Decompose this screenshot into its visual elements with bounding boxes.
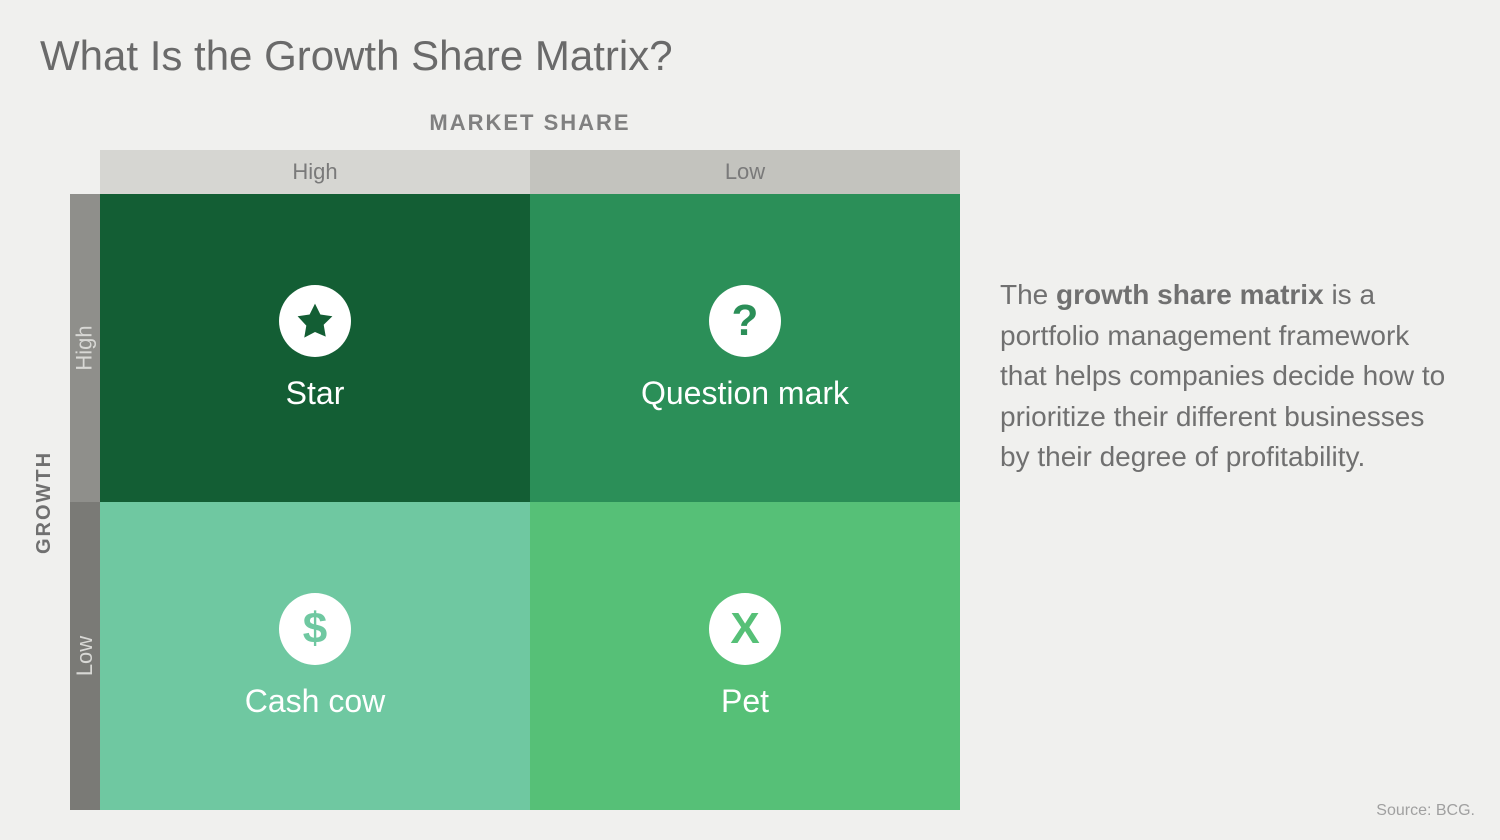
y-axis-header: High Low (70, 194, 100, 810)
y-axis-label-low: Low (70, 502, 100, 810)
growth-share-matrix: MARKET SHARE High Low GROWTH High Low St… (40, 110, 960, 810)
quadrant-star-label: Star (286, 375, 345, 412)
source-attribution: Source: BCG. (1376, 802, 1475, 820)
page-title: What Is the Growth Share Matrix? (40, 32, 673, 80)
x-axis-title: MARKET SHARE (100, 110, 960, 136)
quadrant-pet-label: Pet (721, 683, 769, 720)
quadrant-question-label: Question mark (641, 375, 849, 412)
x-icon: X (709, 593, 781, 665)
quadrant-cashcow: $ Cash cow (100, 502, 530, 810)
y-axis-title: GROWTH (30, 194, 60, 810)
quadrant-cashcow-label: Cash cow (245, 683, 386, 720)
question-icon: ? (709, 285, 781, 357)
matrix-grid: Star ? Question mark $ Cash cow X Pet (100, 194, 960, 810)
y-axis-label-high: High (70, 194, 100, 502)
description-text: The growth share matrix is a portfolio m… (1000, 275, 1460, 478)
dollar-icon: $ (279, 593, 351, 665)
quadrant-pet: X Pet (530, 502, 960, 810)
quadrant-question: ? Question mark (530, 194, 960, 502)
quadrant-star: Star (100, 194, 530, 502)
x-axis-label-low: Low (530, 150, 960, 194)
star-icon (279, 285, 351, 357)
x-axis-label-high: High (100, 150, 530, 194)
x-axis-header: High Low (100, 150, 960, 194)
